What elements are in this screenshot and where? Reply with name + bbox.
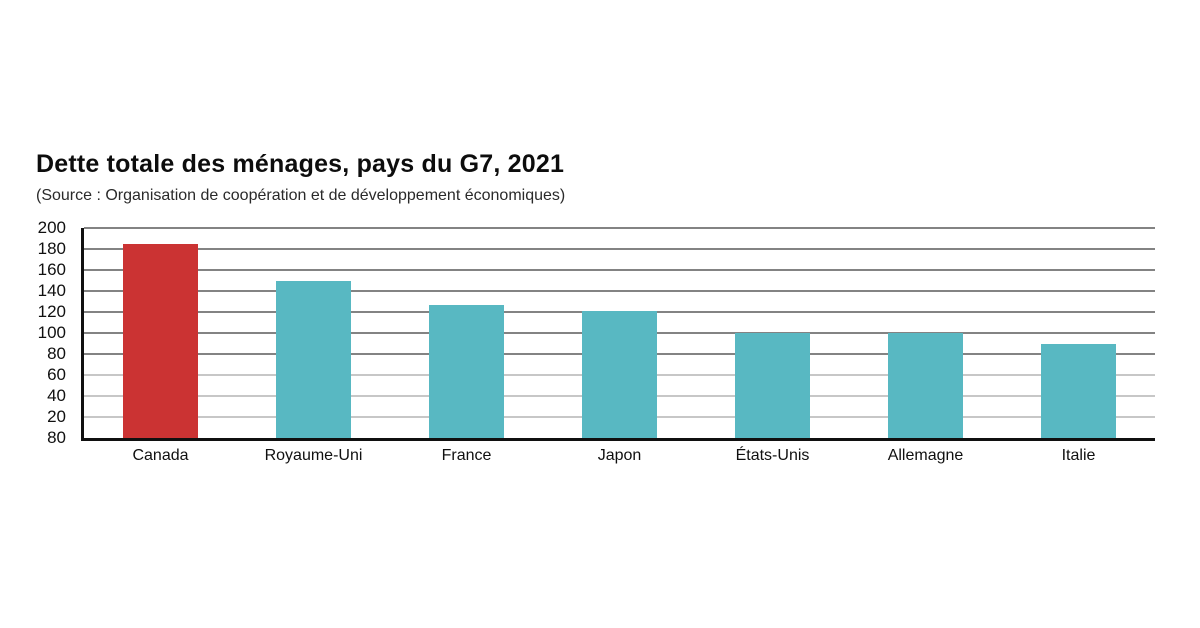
bar xyxy=(123,243,198,438)
y-axis-tick-label: 120 xyxy=(37,302,66,321)
gridline xyxy=(84,290,1155,292)
chart-title: Dette totale des ménages, pays du G7, 20… xyxy=(36,150,565,178)
bar xyxy=(888,333,963,438)
bar xyxy=(1041,343,1116,438)
x-axis-label: Japon xyxy=(597,447,642,464)
x-axis-label: Royaume-Uni xyxy=(264,447,363,464)
y-axis-line xyxy=(81,228,84,441)
gridline xyxy=(84,248,1155,250)
bar xyxy=(735,333,810,438)
bar xyxy=(429,304,504,438)
x-axis-label: Allemagne xyxy=(887,447,964,464)
y-axis-tick-label: 140 xyxy=(37,281,66,300)
gridline xyxy=(84,269,1155,271)
x-axis-label: France xyxy=(441,447,492,464)
y-axis-tick-label: 40 xyxy=(47,386,66,405)
y-axis-tick-label: 80 xyxy=(47,428,66,447)
y-axis-tick-label: 200 xyxy=(37,218,66,237)
x-axis-label: Italie xyxy=(1061,447,1096,464)
bar xyxy=(276,280,351,438)
y-axis-tick-label: 60 xyxy=(47,365,66,384)
x-axis-label: États-Unis xyxy=(735,447,810,464)
y-axis-tick-label: 100 xyxy=(37,323,66,342)
x-axis-label: Canada xyxy=(132,447,189,464)
chart-subtitle: (Source : Organisation de coopération et… xyxy=(36,187,566,204)
x-axis-line xyxy=(81,438,1155,441)
y-axis-tick-label: 180 xyxy=(37,239,66,258)
y-axis-tick-label: 80 xyxy=(47,344,66,363)
bar xyxy=(582,310,657,438)
gridline xyxy=(84,227,1155,229)
y-axis-tick-label: 20 xyxy=(47,407,66,426)
y-axis-tick-label: 160 xyxy=(37,260,66,279)
